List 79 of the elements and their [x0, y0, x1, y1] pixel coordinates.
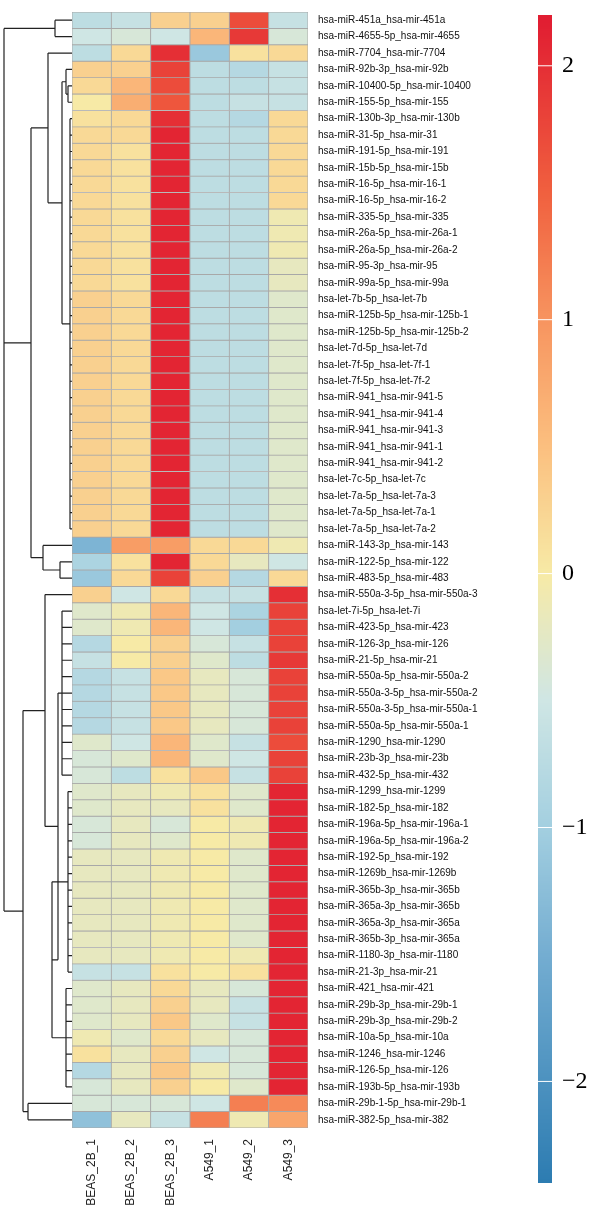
y-tick-label: hsa-let-7b-5p_hsa-let-7b [318, 292, 428, 304]
y-tick-label: hsa-miR-10400-5p_hsa-mir-10400 [318, 79, 472, 91]
y-tick-label: hsa-miR-192-5p_hsa-mir-192 [318, 850, 450, 862]
y-tick-label: hsa-miR-29b-3p_hsa-mir-29b-2 [318, 1015, 458, 1027]
y-tick-label: hsa-miR-10a-5p_hsa-mir-10a [318, 1031, 450, 1043]
y-tick-label: hsa-miR-550a-3-5p_hsa-mir-550a-2 [318, 686, 478, 698]
y-tick-label: hsa-miR-125b-5p_hsa-mir-125b-1 [318, 309, 470, 321]
y-tick-label: hsa-let-7a-5p_hsa-let-7a-1 [318, 506, 437, 518]
y-tick-label: hsa-miR-193b-5p_hsa-mir-193b [318, 1080, 461, 1092]
y-tick-label: hsa-miR-1180-3p_hsa-mir-1180 [318, 949, 459, 961]
y-tick-label: hsa-miR-365b-3p_hsa-mir-365b [318, 883, 461, 895]
y-tick-label: hsa-miR-1290_hsa-mir-1290 [318, 736, 446, 748]
y-tick-label: hsa-miR-4655-5p_hsa-mir-4655 [318, 30, 461, 42]
y-tick-label: hsa-miR-99a-5p_hsa-mir-99a [318, 276, 450, 288]
y-tick-label: hsa-miR-1299_hsa-mir-1299 [318, 785, 446, 797]
y-tick-label: hsa-let-7f-5p_hsa-let-7f-1 [318, 358, 431, 370]
y-tick-label: hsa-miR-7704_hsa-mir-7704 [318, 46, 446, 58]
y-tick-label: hsa-miR-941_hsa-mir-941-2 [318, 457, 444, 469]
y-tick-label: hsa-miR-941_hsa-mir-941-5 [318, 391, 444, 403]
y-tick-label: hsa-let-7f-5p_hsa-let-7f-2 [318, 375, 431, 387]
y-tick-label: hsa-miR-365a-3p_hsa-mir-365b [318, 900, 461, 912]
y-tick-label: hsa-miR-182-5p_hsa-mir-182 [318, 801, 450, 813]
y-tick-label: hsa-miR-451a_hsa-mir-451a [318, 13, 446, 25]
y-tick-label: hsa-let-7a-5p_hsa-let-7a-3 [318, 489, 437, 501]
y-tick-label: hsa-miR-16-5p_hsa-mir-16-1 [318, 178, 447, 190]
y-tick-label: hsa-miR-21-5p_hsa-mir-21 [318, 654, 438, 666]
y-tick-label: hsa-miR-550a-5p_hsa-mir-550a-1 [318, 719, 470, 731]
x-tick-label: A549_2 [241, 1138, 256, 1181]
y-tick-label: hsa-miR-16-5p_hsa-mir-16-2 [318, 194, 447, 206]
y-tick-label: hsa-miR-423-5p_hsa-mir-423 [318, 621, 450, 633]
y-tick-label: hsa-miR-21-3p_hsa-mir-21 [318, 965, 438, 977]
color-bar-label: −1 [562, 812, 588, 839]
y-tick-label: hsa-miR-335-5p_hsa-mir-335 [318, 210, 450, 222]
y-tick-label: hsa-miR-155-5p_hsa-mir-155 [318, 96, 450, 108]
y-tick-label: hsa-miR-421_hsa-mir-421 [318, 982, 435, 994]
y-tick-label: hsa-miR-15b-5p_hsa-mir-15b [318, 161, 450, 173]
y-tick-label: hsa-miR-92b-3p_hsa-mir-92b [318, 63, 450, 75]
x-tick-label: BEAS_2B_3 [162, 1138, 177, 1206]
y-tick-label: hsa-miR-29b-3p_hsa-mir-29b-1 [318, 998, 458, 1010]
y-tick-label: hsa-miR-550a-3-5p_hsa-mir-550a-3 [318, 588, 478, 600]
x-tick-label: BEAS_2B_2 [123, 1138, 138, 1206]
y-tick-label: hsa-miR-550a-5p_hsa-mir-550a-2 [318, 670, 470, 682]
y-tick-label: hsa-miR-1246_hsa-mir-1246 [318, 1047, 446, 1059]
color-bar-label: 1 [562, 304, 574, 331]
y-tick-label: hsa-miR-143-3p_hsa-mir-143 [318, 539, 450, 551]
y-tick-label: hsa-miR-122-5p_hsa-mir-122 [318, 555, 450, 567]
y-tick-label: hsa-miR-125b-5p_hsa-mir-125b-2 [318, 325, 470, 337]
y-tick-label: hsa-miR-31-5p_hsa-mir-31 [318, 128, 438, 140]
y-tick-label: hsa-miR-432-5p_hsa-mir-432 [318, 768, 450, 780]
y-tick-label: hsa-miR-196a-5p_hsa-mir-196a-1 [318, 818, 470, 830]
y-tick-label: hsa-miR-382-5p_hsa-mir-382 [318, 1113, 450, 1125]
color-bar-label: −2 [562, 1066, 588, 1093]
y-tick-label: hsa-miR-483-5p_hsa-mir-483 [318, 571, 450, 583]
y-tick-label: hsa-miR-95-3p_hsa-mir-95 [318, 260, 438, 272]
y-tick-label: hsa-miR-1269b_hsa-mir-1269b [318, 867, 457, 879]
x-tick-label: A549_1 [201, 1138, 216, 1181]
y-tick-label: hsa-miR-126-5p_hsa-mir-126 [318, 1064, 450, 1076]
y-tick-label: hsa-miR-941_hsa-mir-941-1 [318, 440, 444, 452]
y-tick-label: hsa-miR-196a-5p_hsa-mir-196a-2 [318, 834, 470, 846]
y-tick-label: hsa-miR-941_hsa-mir-941-4 [318, 407, 444, 419]
x-tick-label: BEAS_2B_1 [83, 1138, 98, 1206]
y-tick-label: hsa-miR-26a-5p_hsa-mir-26a-1 [318, 227, 458, 239]
y-tick-label: hsa-let-7c-5p_hsa-let-7c [318, 473, 426, 485]
y-tick-label: hsa-miR-941_hsa-mir-941-3 [318, 424, 444, 436]
y-tick-label: hsa-miR-365b-3p_hsa-mir-365a [318, 933, 461, 945]
y-tick-label: hsa-miR-126-3p_hsa-mir-126 [318, 637, 450, 649]
y-tick-label: hsa-miR-23b-3p_hsa-mir-23b [318, 752, 450, 764]
y-tick-label: hsa-let-7d-5p_hsa-let-7d [318, 342, 427, 354]
y-tick-label: hsa-miR-191-5p_hsa-mir-191 [318, 145, 450, 157]
y-tick-label: hsa-miR-365a-3p_hsa-mir-365a [318, 916, 461, 928]
y-tick-label: hsa-miR-550a-3-5p_hsa-mir-550a-1 [318, 703, 478, 715]
color-bar-label: 2 [562, 51, 574, 78]
x-tick-label: A549_3 [280, 1138, 295, 1181]
y-tick-label: hsa-miR-26a-5p_hsa-mir-26a-2 [318, 243, 458, 255]
y-tick-label: hsa-let-7i-5p_hsa-let-7i [318, 604, 421, 616]
y-tick-label: hsa-miR-130b-3p_hsa-mir-130b [318, 112, 461, 124]
y-tick-label: hsa-miR-29b-1-5p_hsa-mir-29b-1 [318, 1097, 467, 1109]
y-tick-label: hsa-let-7a-5p_hsa-let-7a-2 [318, 522, 437, 534]
color-bar-label: 0 [562, 558, 574, 585]
